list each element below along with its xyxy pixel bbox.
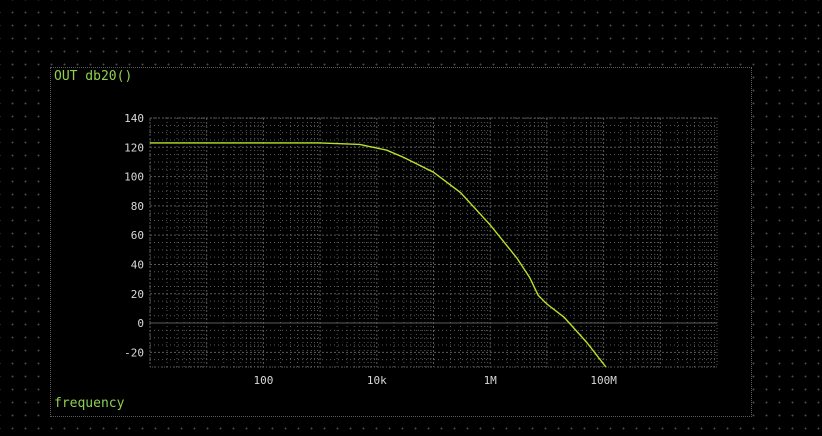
series-line — [150, 142, 607, 368]
y-tick-label: 140 — [124, 112, 144, 125]
series-group — [150, 142, 607, 368]
plot-window: OUT db20() frequency 140 120 100 80 60 40 20 0 -… — [50, 67, 752, 417]
y-tick-label: 0 — [137, 317, 144, 330]
bode-magnitude-chart: OUT db20() frequency 140 120 100 80 60 40 20 0 -… — [54, 69, 718, 411]
x-tick-label: 10k — [367, 374, 387, 387]
y-tick-label: -20 — [124, 346, 144, 359]
y-tick-label: 100 — [124, 171, 144, 184]
x-tick-label: 100 — [253, 374, 273, 387]
x-tick-label: 1M — [484, 374, 498, 387]
y-tick-label: 60 — [131, 229, 144, 242]
y-tick-label: 80 — [131, 200, 144, 213]
x-axis-label: frequency — [54, 396, 125, 411]
y-axis-label: OUT db20() — [54, 69, 132, 84]
y-tick-label: 120 — [124, 141, 144, 154]
axis-ticks: 140 120 100 80 60 40 20 0 -20 100 10k 1M 100M — [124, 112, 617, 387]
plot-grid — [149, 117, 718, 368]
y-tick-label: 20 — [131, 288, 144, 301]
x-tick-label: 100M — [590, 374, 617, 387]
y-tick-label: 40 — [131, 258, 144, 271]
